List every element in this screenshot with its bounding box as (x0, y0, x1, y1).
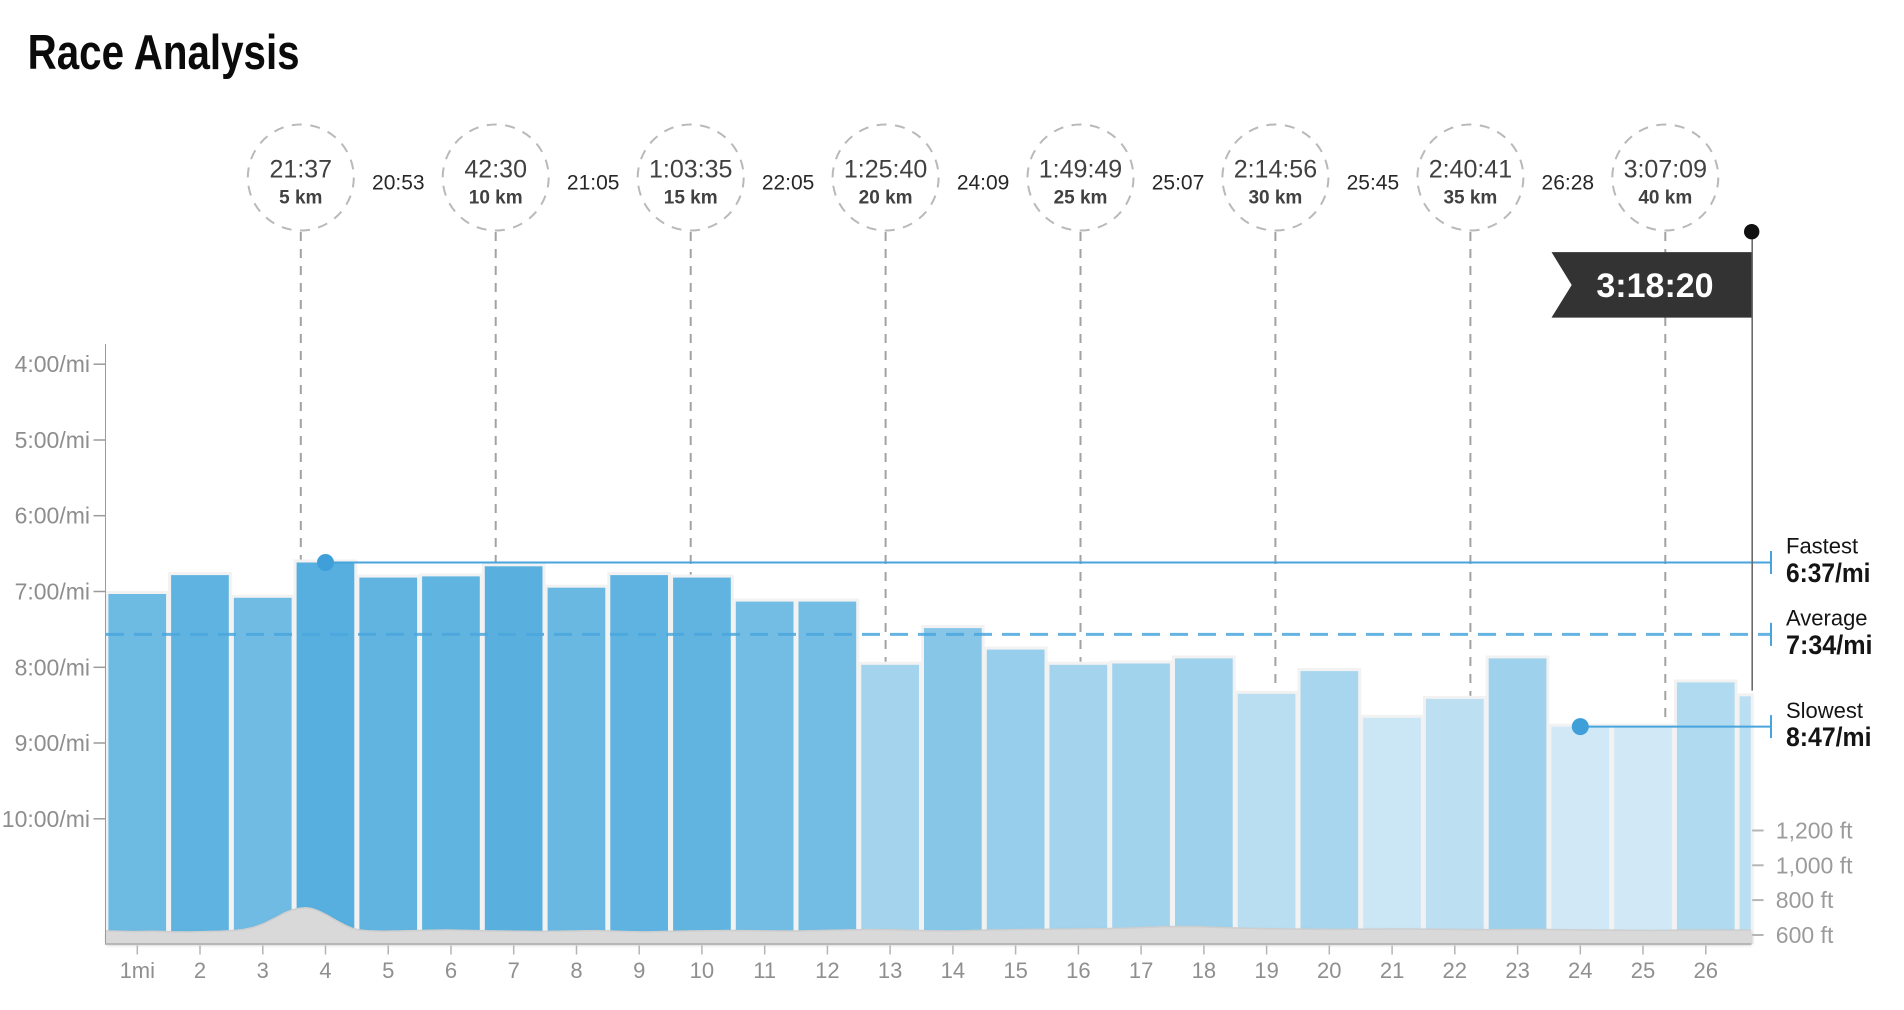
svg-text:Slowest: Slowest (1786, 698, 1863, 723)
svg-text:11: 11 (753, 958, 776, 983)
svg-text:22:05: 22:05 (762, 172, 815, 195)
svg-text:15: 15 (1003, 958, 1027, 983)
svg-text:1:49:49: 1:49:49 (1039, 156, 1122, 184)
svg-text:10: 10 (690, 958, 714, 983)
svg-text:25 km: 25 km (1054, 188, 1108, 209)
svg-text:16: 16 (1066, 958, 1090, 983)
svg-text:2: 2 (194, 958, 206, 983)
svg-text:5:00/mi: 5:00/mi (15, 427, 90, 453)
svg-text:23: 23 (1505, 958, 1529, 983)
svg-text:22: 22 (1443, 958, 1467, 983)
svg-text:10:00/mi: 10:00/mi (2, 806, 90, 832)
svg-text:3:07:09: 3:07:09 (1624, 156, 1707, 184)
svg-text:7:00/mi: 7:00/mi (15, 579, 90, 605)
svg-text:15 km: 15 km (664, 188, 718, 209)
svg-text:14: 14 (941, 958, 965, 983)
svg-text:Average: Average (1786, 606, 1868, 631)
svg-text:12: 12 (815, 958, 839, 983)
svg-text:7: 7 (508, 958, 520, 983)
svg-text:9: 9 (633, 958, 645, 983)
svg-text:25: 25 (1631, 958, 1655, 983)
svg-text:600 ft: 600 ft (1776, 922, 1834, 948)
svg-text:800 ft: 800 ft (1776, 887, 1834, 913)
svg-text:20 km: 20 km (859, 188, 913, 209)
svg-text:4: 4 (319, 958, 331, 983)
svg-text:21:05: 21:05 (567, 172, 620, 195)
svg-text:10 km: 10 km (469, 188, 523, 209)
svg-text:Race Analysis: Race Analysis (28, 26, 300, 80)
svg-text:26:28: 26:28 (1542, 172, 1595, 195)
svg-text:4:00/mi: 4:00/mi (15, 351, 90, 377)
svg-text:19: 19 (1254, 958, 1278, 983)
svg-text:25:07: 25:07 (1152, 172, 1205, 195)
svg-text:6:00/mi: 6:00/mi (15, 503, 90, 529)
svg-text:1:03:35: 1:03:35 (649, 156, 732, 184)
svg-text:2:40:41: 2:40:41 (1429, 156, 1512, 184)
svg-text:21:37: 21:37 (270, 156, 333, 184)
svg-text:40 km: 40 km (1638, 188, 1692, 209)
svg-text:26: 26 (1694, 958, 1718, 983)
svg-text:30 km: 30 km (1248, 188, 1302, 209)
svg-text:20:53: 20:53 (372, 172, 425, 195)
svg-text:20: 20 (1317, 958, 1341, 983)
svg-text:5: 5 (382, 958, 394, 983)
svg-text:25:45: 25:45 (1347, 172, 1400, 195)
svg-text:6:37/mi: 6:37/mi (1786, 558, 1871, 588)
svg-text:24:09: 24:09 (957, 172, 1010, 195)
svg-text:7:34/mi: 7:34/mi (1786, 630, 1873, 660)
svg-text:Fastest: Fastest (1786, 534, 1858, 559)
svg-text:8:00/mi: 8:00/mi (15, 654, 90, 680)
svg-text:1:25:40: 1:25:40 (844, 156, 927, 184)
svg-text:8:47/mi: 8:47/mi (1786, 722, 1872, 752)
svg-text:2:14:56: 2:14:56 (1234, 156, 1317, 184)
svg-text:24: 24 (1568, 958, 1592, 983)
svg-text:1,000 ft: 1,000 ft (1776, 852, 1853, 878)
svg-text:1,200 ft: 1,200 ft (1776, 818, 1853, 844)
svg-text:21: 21 (1380, 958, 1404, 983)
svg-text:3: 3 (257, 958, 269, 983)
svg-text:5 km: 5 km (279, 188, 322, 209)
svg-text:35 km: 35 km (1443, 188, 1497, 209)
svg-text:9:00/mi: 9:00/mi (15, 730, 90, 756)
svg-text:18: 18 (1192, 958, 1216, 983)
svg-text:3:18:20: 3:18:20 (1596, 267, 1713, 305)
svg-text:1mi: 1mi (120, 958, 155, 983)
svg-text:13: 13 (878, 958, 902, 983)
svg-text:17: 17 (1129, 958, 1153, 983)
svg-text:8: 8 (570, 958, 582, 983)
svg-text:6: 6 (445, 958, 457, 983)
svg-text:42:30: 42:30 (464, 156, 527, 184)
